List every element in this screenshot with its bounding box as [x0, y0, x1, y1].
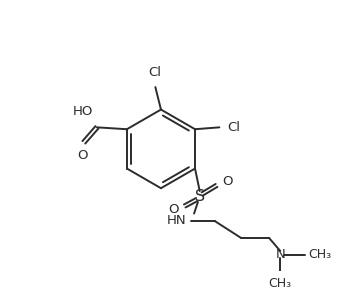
Text: HO: HO: [73, 105, 93, 118]
Text: S: S: [194, 189, 205, 204]
Text: HN: HN: [167, 214, 187, 227]
Text: CH₃: CH₃: [269, 277, 292, 289]
Text: CH₃: CH₃: [308, 248, 332, 261]
Text: O: O: [222, 175, 233, 188]
Text: N: N: [275, 248, 285, 261]
Text: O: O: [78, 149, 88, 162]
Text: Cl: Cl: [227, 121, 240, 134]
Text: Cl: Cl: [148, 66, 161, 79]
Text: O: O: [169, 203, 179, 216]
